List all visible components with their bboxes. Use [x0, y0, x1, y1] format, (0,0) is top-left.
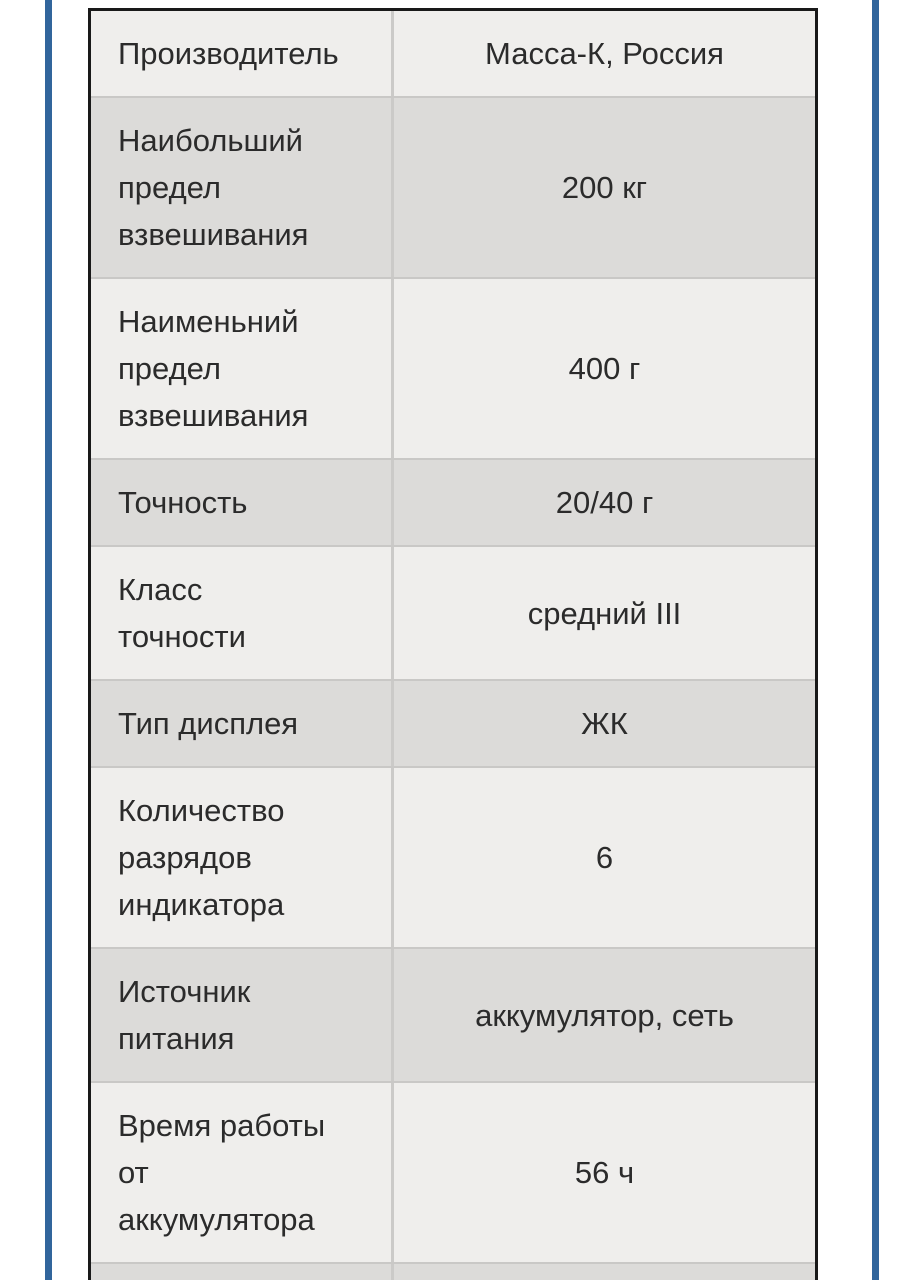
row-label: Время работы от аккумулятора — [91, 1083, 394, 1262]
row-label: Наименьний предел взвешивания — [91, 279, 394, 458]
row-value: 6 — [595, 840, 614, 875]
row-label: Производитель — [91, 11, 394, 96]
row-value: 56 ч — [574, 1155, 635, 1190]
table-row-accuracy: Точность 20/40 г — [91, 458, 815, 545]
row-value: ЖК — [581, 706, 628, 741]
row-value: 20/40 г — [555, 485, 654, 520]
table-row-max-weight-limit: Наибольший предел взвешивания 200 кг — [91, 96, 815, 277]
table-row-min-weight-limit: Наименьний предел взвешивания 400 г — [91, 277, 815, 458]
row-value — [394, 1264, 815, 1280]
table-row-accuracy-class: Класс точности средний III — [91, 545, 815, 679]
row-label: Точность — [91, 460, 394, 545]
table-row-battery-life: Время работы от аккумулятора 56 ч — [91, 1081, 815, 1262]
spec-table: Производитель Масса-К, Россия Наибольший… — [88, 8, 818, 1280]
table-row-indicator-digits: Количество разрядов индикатора 6 — [91, 766, 815, 947]
left-accent-stripe — [45, 0, 52, 1280]
table-row-display-type: Тип дисплея ЖК — [91, 679, 815, 766]
row-label: Класс точности — [91, 547, 394, 679]
table-row-power-source: Источник питания аккумулятор, сеть — [91, 947, 815, 1081]
row-label: Тип дисплея — [91, 681, 394, 766]
row-value: средний III — [527, 595, 682, 631]
row-value: Масса-К, Россия — [485, 36, 724, 71]
row-label: Количество разрядов индикатора — [91, 768, 394, 947]
table-row-manufacturer: Производитель Масса-К, Россия — [91, 11, 815, 96]
row-value: аккумулятор, сеть — [475, 997, 734, 1033]
right-accent-stripe — [872, 0, 879, 1280]
row-label: Наибольший предел взвешивания — [91, 98, 394, 277]
row-value: 400 г — [568, 351, 641, 386]
row-label — [91, 1264, 394, 1280]
row-label: Источник питания — [91, 949, 394, 1081]
row-value: 200 кг — [561, 170, 648, 205]
table-row-partial — [91, 1262, 815, 1280]
